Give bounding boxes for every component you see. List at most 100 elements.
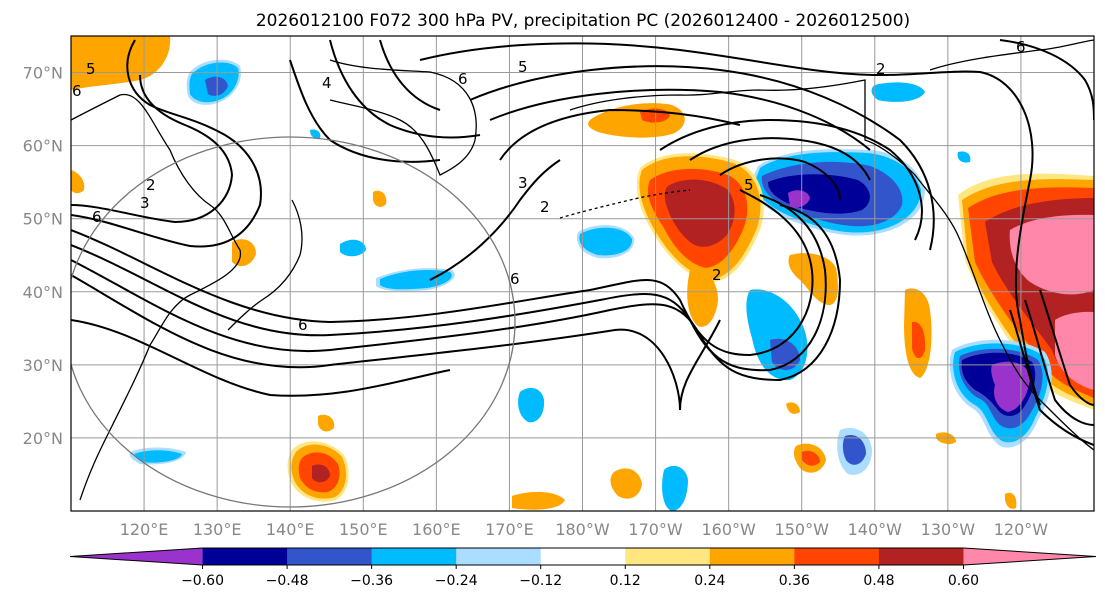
longitude-label: 130°E	[193, 520, 242, 539]
precip-anomaly-positive	[312, 464, 330, 483]
pv-contour-label: 6	[458, 70, 468, 88]
pv-contour	[499, 108, 741, 161]
coastline-japan	[227, 199, 303, 331]
precip-anomaly-positive	[610, 468, 642, 499]
colorbar-tick-label: −0.24	[435, 573, 478, 589]
coastlines	[71, 39, 1094, 501]
precip-anomaly-negative	[380, 270, 452, 290]
pv-contour	[71, 74, 234, 224]
pv-contour	[71, 39, 262, 248]
figure-title: 2026012100 F072 300 hPa PV, precipitatio…	[256, 11, 910, 31]
longitude-label: 140°E	[266, 520, 315, 539]
colorbar-segment	[794, 548, 880, 565]
pv-contour	[1024, 299, 1094, 426]
precip-anomaly-negative	[205, 76, 228, 96]
precip-anomaly-negative	[871, 82, 925, 102]
pv-contour-label: 6	[72, 82, 82, 100]
pv-contour	[329, 39, 481, 139]
coastline-alaska	[569, 79, 1094, 451]
longitude-label: 130°W	[921, 520, 976, 539]
pv-contour	[469, 65, 935, 251]
pv-contour	[1039, 289, 1094, 406]
colorbar-segment	[371, 548, 457, 565]
map-gridlines	[71, 36, 1094, 511]
colorbar-tick-label: 0.48	[863, 573, 894, 589]
great-circle-overlay	[71, 136, 516, 508]
precip-anomaly-negative	[662, 465, 688, 511]
pv-contour	[379, 39, 441, 111]
precip-anomaly-negative	[134, 450, 182, 463]
precip-anomaly-positive	[1004, 492, 1017, 509]
colorbar-segment	[709, 548, 795, 565]
colorbar-tick-label: −0.36	[350, 573, 393, 589]
coastline-aleutians	[559, 189, 691, 219]
longitude-label: 120°W	[994, 520, 1049, 539]
precip-anomaly-positive	[664, 179, 735, 247]
colorbar-tick-label: −0.60	[181, 573, 224, 589]
longitude-label: 180°W	[555, 520, 610, 539]
precip-anomaly-positive	[373, 190, 387, 207]
pv-contour-label: 2	[712, 266, 722, 284]
colorbar-segment	[625, 548, 711, 565]
map-frame	[70, 35, 1095, 512]
pv-contours	[71, 39, 1094, 446]
latitude-label: 20°N	[23, 429, 63, 448]
pv-contour	[659, 118, 923, 241]
precip-anomaly-positive	[512, 491, 565, 510]
pv-contour-label: 6	[1016, 38, 1026, 56]
pv-contour-labels: 5 6 4 6 5 2 6 3 2 6 6 3 5 2 2 6	[72, 38, 1026, 334]
colorbar-segment	[202, 548, 288, 565]
precip-anomaly-positive	[687, 269, 718, 327]
pv-contour	[689, 137, 871, 181]
pv-contour-label: 5	[518, 58, 528, 76]
latitude-label: 70°N	[23, 64, 63, 83]
precip-anomaly-positive	[71, 170, 85, 194]
pv-contour-label: 3	[140, 194, 150, 212]
precip-anomaly-negative	[310, 129, 321, 139]
pv-contour	[71, 319, 451, 397]
longitude-label: 170°W	[628, 520, 683, 539]
precip-anomaly-positive	[1009, 214, 1094, 295]
precip-anomaly-positive	[802, 450, 820, 466]
pv-contour	[71, 194, 827, 372]
pv-contour-label: 5	[86, 60, 96, 78]
longitude-labels: 120°E 130°E 140°E 150°E 160°E 170°E 180°W 170°W…	[120, 520, 1049, 539]
colorbar-extend-min	[70, 548, 203, 565]
pv-contour-label: 3	[518, 174, 528, 192]
colorbar-segment	[287, 548, 373, 565]
pv-contour	[71, 274, 721, 411]
coastline-kamchatka	[329, 59, 477, 176]
precip-anomaly-negative	[518, 387, 545, 423]
longitude-label: 160°W	[701, 520, 756, 539]
longitude-label: 120°E	[120, 520, 169, 539]
pv-contour-label: 2	[540, 198, 550, 216]
precip-anomaly-negative	[957, 151, 971, 163]
colorbar-segment	[456, 548, 542, 565]
latitude-labels: 20°N 30°N 40°N 50°N 60°N 70°N	[23, 64, 63, 448]
pv-contour-label: 6	[92, 208, 102, 226]
pv-contour	[419, 42, 1041, 406]
colorbar-tick-label: 0.24	[694, 573, 725, 589]
coastline-canadian-arctic	[929, 39, 1094, 71]
pv-contour-label: 4	[322, 74, 332, 92]
longitude-label: 150°E	[339, 520, 388, 539]
colorbar-tick-label: −0.12	[519, 573, 562, 589]
colorbar-tick-label: −0.48	[266, 573, 309, 589]
pv-contour	[429, 159, 561, 281]
latitude-label: 40°N	[23, 283, 63, 302]
colorbar-tick-label: 0.12	[610, 573, 641, 589]
pv-contour	[489, 88, 871, 151]
pv-contour-label: 5	[744, 176, 754, 194]
colorbar-segment	[878, 548, 964, 565]
pv-contour-label: 2	[146, 176, 156, 194]
precip-anomaly-positive	[318, 414, 335, 432]
precip-anomaly-negative	[579, 227, 633, 256]
colorbar-extend-max	[963, 548, 1096, 565]
pv-contour	[71, 189, 814, 357]
colorbar-tick-label: 0.36	[779, 573, 810, 589]
longitude-label: 140°W	[848, 520, 903, 539]
longitude-label: 170°E	[485, 520, 534, 539]
colorbar-tick-labels: −0.60 −0.48 −0.36 −0.24 −0.12 0.12 0.24 0.36 0.4…	[181, 565, 979, 589]
longitude-label: 150°W	[775, 520, 830, 539]
